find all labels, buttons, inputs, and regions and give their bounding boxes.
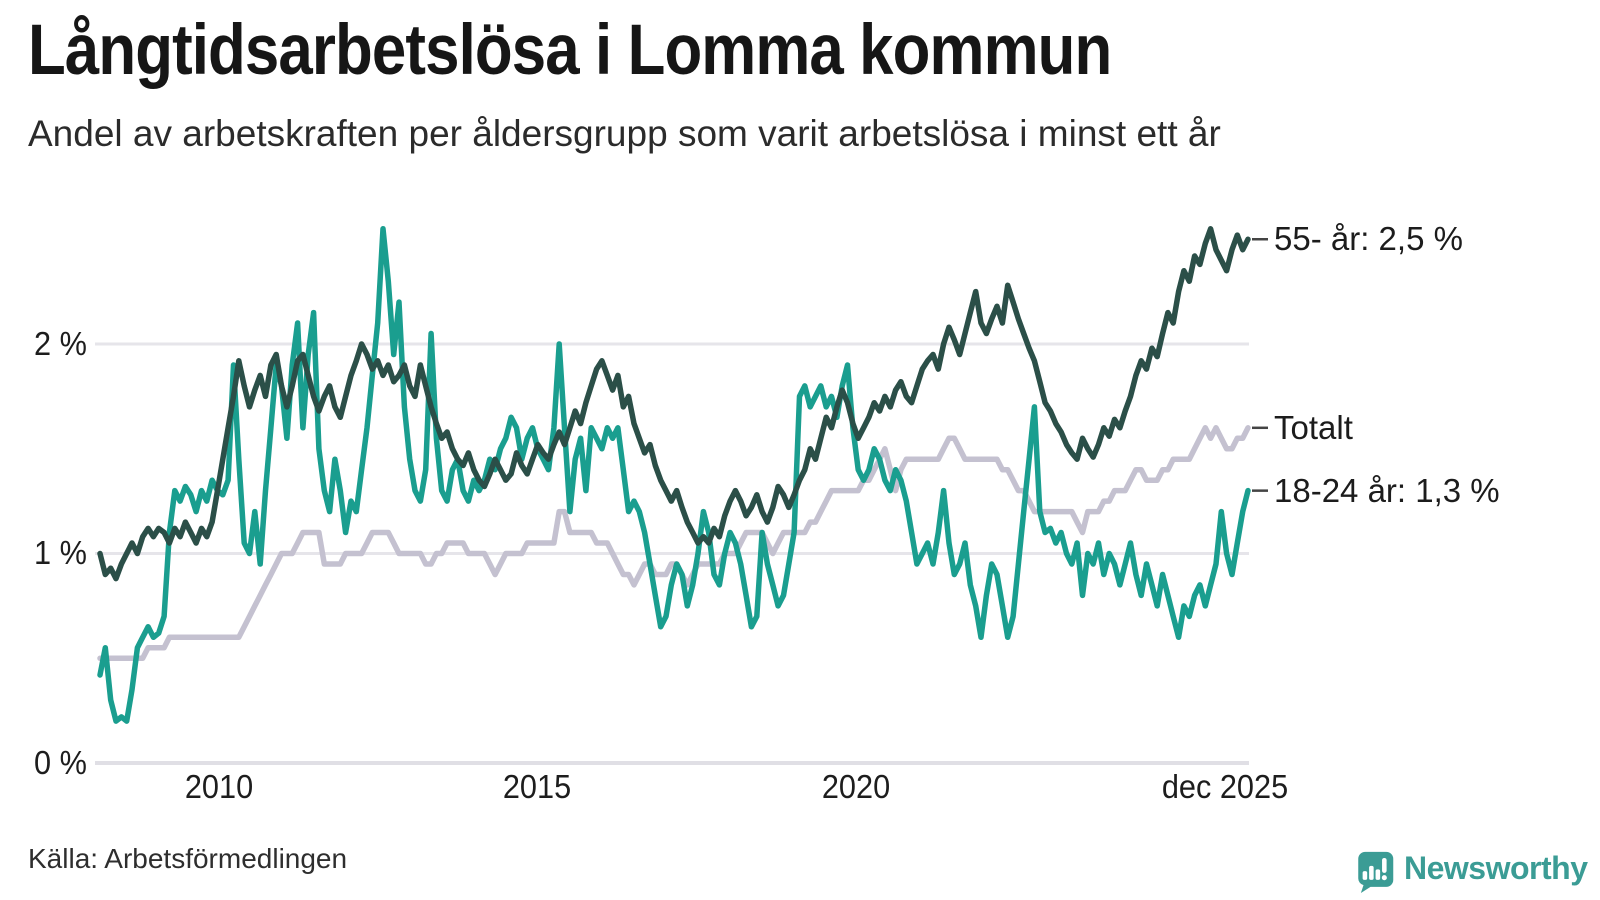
y-axis-tick-2: 2 % xyxy=(34,325,87,362)
series-label-totalt: Totalt xyxy=(1274,408,1353,446)
x-axis-tick-2015: 2015 xyxy=(502,768,572,805)
x-axis-tick-2020: 2020 xyxy=(821,768,891,805)
series-label-55-ar: 55- år: 2,5 % xyxy=(1274,220,1463,258)
newsworthy-logo-icon xyxy=(1358,851,1394,893)
page-title: Långtidsarbetslösa i Lomma kommun xyxy=(28,11,1112,90)
y-axis-tick-0: 0 % xyxy=(34,744,87,781)
page-subtitle: Andel av arbetskraften per åldersgrupp s… xyxy=(28,113,1221,154)
x-axis-tick-2010: 2010 xyxy=(184,768,254,805)
newsworthy-wordmark: Newsworthy xyxy=(1404,850,1588,886)
source-note: Källa: Arbetsförmedlingen xyxy=(28,843,348,874)
bar-chart-icon xyxy=(1362,871,1368,880)
y-axis-tick-1: 1 % xyxy=(34,534,87,571)
exclamation-icon xyxy=(1382,858,1387,873)
x-axis-tick-dec2025: dec 2025 xyxy=(1161,768,1289,805)
series-label-18-24-ar: 18-24 år: 1,3 % xyxy=(1274,471,1500,509)
